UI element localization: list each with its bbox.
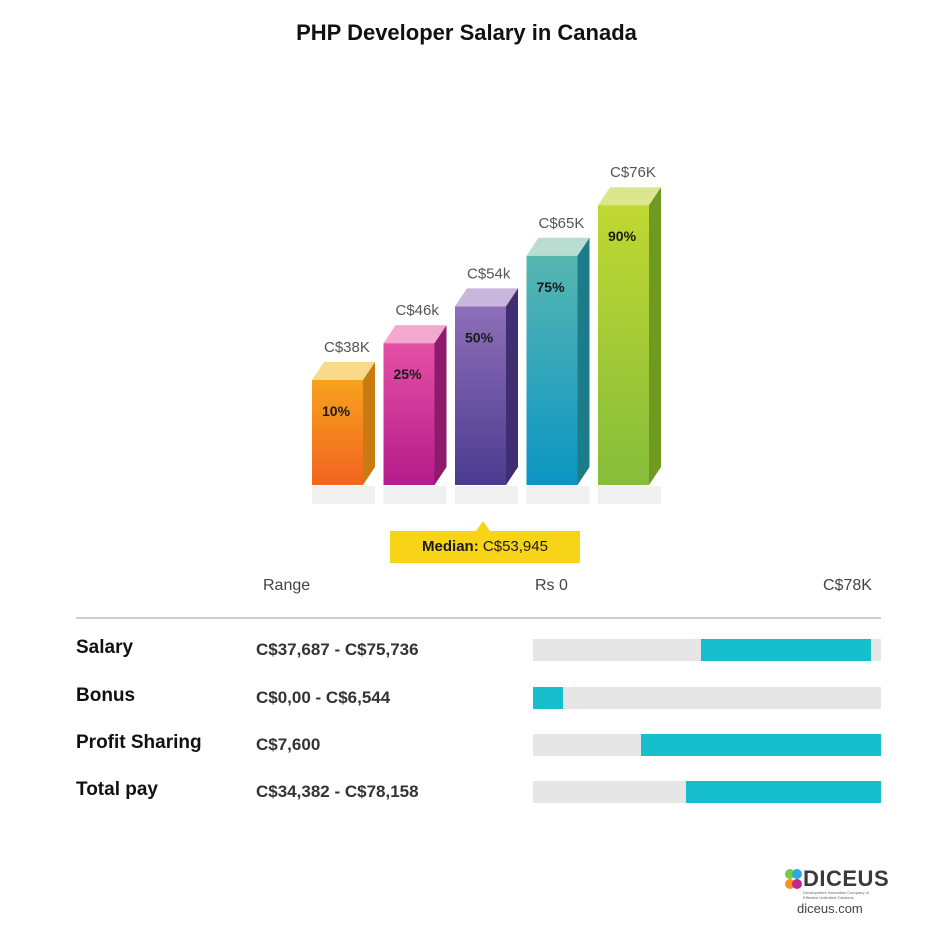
bar-value-label: C$38K — [324, 339, 370, 356]
bar-shadow — [598, 486, 661, 504]
bar-percentile-label: 75% — [537, 279, 566, 295]
range-fill — [686, 781, 881, 803]
median-label: Median: — [422, 538, 479, 555]
bar — [598, 205, 649, 485]
row-label: Salary — [76, 637, 134, 658]
row-range-value: C$7,600 — [256, 735, 321, 754]
logo-wordmark: DICEUS — [803, 866, 890, 891]
range-fill — [533, 687, 563, 709]
bar-side-face — [363, 362, 375, 485]
bar-percentile-label: 90% — [608, 228, 637, 244]
row-range-value: C$34,382 - C$78,158 — [256, 782, 419, 801]
salary-bar-chart: 10% C$38K 25% C$46k 50% C$54k 75% C$65K 90% C$76K — [312, 164, 661, 504]
bar-value-label: C$76K — [610, 164, 656, 181]
logo-tagline: Development Innovation Company of Effect… — [803, 890, 869, 900]
bar-shadow — [526, 486, 590, 504]
diceus-logo-icon — [785, 869, 802, 889]
logo-website: diceus.com — [797, 901, 863, 916]
bar — [526, 255, 578, 485]
row-label: Bonus — [76, 685, 136, 706]
diceus-logo: DICEUS Development Innovation Company of… — [785, 866, 889, 916]
range-max-label: C$78K — [823, 577, 872, 594]
bar-side-face — [577, 237, 590, 485]
median-badge: Median: C$53,945 — [390, 521, 580, 563]
bar-top-face — [383, 325, 447, 344]
bar-value-label: C$46k — [396, 302, 440, 319]
bar — [312, 380, 363, 485]
range-track — [533, 639, 881, 661]
range-track — [533, 781, 881, 803]
bar-percentile-label: 25% — [394, 366, 423, 382]
bar-top-face — [455, 288, 518, 307]
bar-side-face — [434, 325, 447, 485]
bar-value-label: C$65K — [539, 215, 585, 232]
range-fill — [701, 639, 871, 661]
chart-title: PHP Developer Salary in Canada — [296, 20, 637, 45]
range-track — [533, 734, 881, 756]
bar-shadow — [312, 486, 375, 504]
median-value: C$53,945 — [482, 538, 548, 555]
bar-shadow — [383, 486, 447, 504]
bar-percentile-label: 10% — [322, 403, 351, 419]
range-track — [533, 687, 881, 709]
bar-value-label: C$54k — [467, 265, 511, 282]
bar-shadow — [455, 486, 518, 504]
bar-percentile-label: 50% — [465, 329, 494, 345]
bar-top-face — [526, 237, 590, 256]
range-header: Range — [263, 577, 311, 594]
bar-side-face — [506, 288, 518, 485]
range-min-label: Rs 0 — [535, 577, 568, 594]
bar-top-face — [598, 187, 661, 206]
row-range-value: C$37,687 - C$75,736 — [256, 640, 419, 659]
bar-top-face — [312, 362, 375, 380]
row-label: Total pay — [76, 779, 158, 800]
bar — [383, 343, 435, 485]
range-divider — [76, 617, 881, 619]
row-label: Profit Sharing — [76, 732, 202, 753]
range-fill — [640, 734, 881, 756]
row-range-value: C$0,00 - C$6,544 — [256, 688, 391, 707]
bar — [455, 306, 506, 485]
bar-side-face — [649, 187, 661, 485]
